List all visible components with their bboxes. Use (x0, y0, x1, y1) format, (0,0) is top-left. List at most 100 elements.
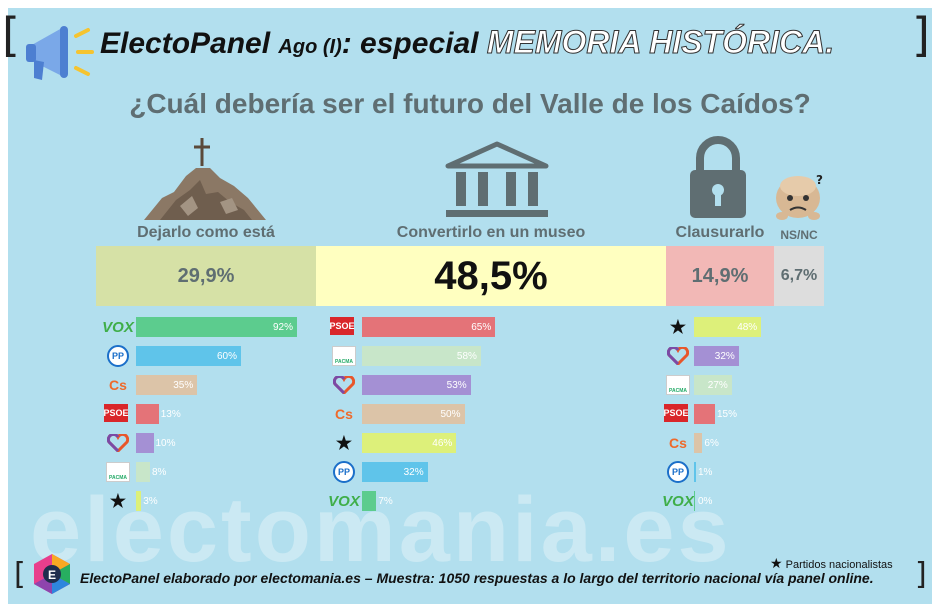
page-title: ElectoPanel Ago (I): especial MEMORIA HI… (100, 24, 920, 61)
answer-value-nsnc: 6,7% (774, 246, 824, 306)
answer-value-dejarlo: 29,9% (96, 246, 316, 306)
pp-logo-mark: PP (107, 345, 129, 367)
pacma-logo-mark: PACMA (332, 346, 356, 366)
party-logo-cs: Cs (335, 406, 353, 422)
bar-0-psoe (136, 404, 159, 424)
survey-question: ¿Cuál debería ser el futuro del Valle de… (129, 88, 811, 119)
bar-0-pacma (136, 462, 150, 482)
party-logo-psoe: PSOE (330, 317, 355, 335)
bar-0-vox (136, 317, 297, 337)
bar-2-nacionalistas (694, 317, 762, 337)
party-logo-psoe: PSOE (104, 404, 129, 422)
answer-label-nsnc: NS/NC (780, 228, 818, 242)
bar-2-vox (694, 491, 695, 511)
party-logo-pacma: PACMA (664, 375, 692, 395)
right-bracket: ] (912, 8, 930, 62)
bar-label-1-podemos: 53% (446, 380, 467, 391)
title-edition: Ago (I) (278, 36, 342, 58)
party-logo-nacionalistas: ★ (109, 490, 127, 511)
pacma-logo-text: PACMA (669, 388, 687, 394)
bar-1-nacionalistas (362, 433, 457, 453)
party-logo-pacma: PACMA (330, 346, 358, 366)
bar-label-1-pacma: 58% (456, 351, 477, 362)
bar-label-0-psoe: 13% (160, 409, 181, 420)
bar-label-2-pacma: 27% (707, 380, 728, 391)
footer-left-bracket: [ (14, 557, 26, 592)
bar-label-2-pp: 1% (698, 467, 713, 478)
bar-2-pp (694, 462, 696, 482)
party-logo-vox: VOX (328, 492, 360, 510)
answer-label-museo: Convertirlo en un museo (396, 224, 586, 241)
party-logo-nacionalistas: ★ (335, 432, 353, 453)
bar-2-psoe (694, 404, 715, 424)
bar-1-pacma (362, 346, 481, 366)
bar-2-podemos (694, 346, 739, 366)
bar-label-1-psoe: 65% (471, 322, 492, 333)
pacma-logo-mark: PACMA (106, 462, 130, 482)
title-connector: : especial (341, 27, 479, 60)
pacma-logo-text: PACMA (335, 359, 353, 365)
pacma-logo-mark: PACMA (666, 375, 690, 395)
party-logo-nacionalistas: ★ (669, 316, 687, 337)
title-brand: ElectoPanel (100, 27, 271, 60)
answer-label-dejarlo: Dejarlo como está (137, 224, 275, 241)
answer-label-clausurarlo: Clausurarlo (675, 224, 765, 241)
bar-label-0-cs: 35% (173, 380, 194, 391)
svg-text:?: ? (816, 173, 823, 187)
bar-0-podemos (136, 433, 154, 453)
confused-face-icon: ? (776, 173, 823, 220)
star-icon: ★ (770, 555, 783, 571)
party-logo-cs: Cs (109, 377, 127, 393)
bar-1-podemos (362, 375, 471, 395)
bar-label-2-vox: 0% (698, 496, 713, 507)
watermark: electomania.es (30, 479, 732, 581)
bar-label-0-nacionalistas: 3% (143, 496, 158, 507)
pp-logo-mark: PP (667, 461, 689, 483)
bar-2-cs (694, 433, 703, 453)
svg-text:E: E (48, 568, 56, 582)
footer-note: ElectoPanel elaborado por electomania.es… (80, 570, 874, 586)
bar-2-pacma (694, 375, 732, 395)
bar-label-1-pp: 32% (403, 467, 424, 478)
legend-note-text: Partidos nacionalistas (785, 559, 893, 571)
answer-value-museo: 48,5% (316, 246, 666, 306)
bar-0-pp (136, 346, 241, 366)
bar-label-1-cs: 50% (440, 409, 461, 420)
party-logo-podemos (664, 346, 692, 366)
bar-label-0-pacma: 8% (152, 467, 167, 478)
pp-logo-mark: PP (333, 461, 355, 483)
party-logo-psoe: PSOE (664, 404, 689, 422)
bar-label-0-vox: 92% (273, 322, 294, 333)
bar-label-0-podemos: 10% (155, 438, 176, 449)
megaphone-icon (26, 26, 94, 80)
party-logo-vox: VOX (102, 318, 134, 336)
bar-label-0-pp: 60% (217, 351, 238, 362)
bar-label-1-vox: 7% (378, 496, 393, 507)
mountain-cross-icon (144, 138, 266, 220)
party-logo-pacma: PACMA (104, 462, 132, 482)
bar-label-1-nacionalistas: 46% (432, 438, 453, 449)
footer-right-bracket: ] (915, 557, 927, 592)
bar-1-psoe (362, 317, 496, 337)
party-logo-cs: Cs (669, 435, 687, 451)
party-logo-pp: PP (104, 345, 132, 367)
party-logo-podemos (104, 433, 132, 453)
bar-1-cs (362, 404, 465, 424)
nationalist-legend: ★ Partidos nacionalistas (770, 555, 893, 572)
bar-label-2-cs: 6% (704, 438, 719, 449)
padlock-icon (690, 136, 746, 218)
title-topic: MEMORIA HISTÓRICA. (486, 24, 835, 61)
bar-label-2-podemos: 32% (714, 351, 735, 362)
pacma-logo-text: PACMA (109, 475, 127, 481)
museum-icon (445, 141, 549, 217)
party-logo-pp: PP (330, 461, 358, 483)
bar-1-pp (362, 462, 428, 482)
bar-label-2-nacionalistas: 48% (737, 322, 758, 333)
podemos-heart-icon (333, 376, 355, 394)
bar-1-vox (362, 491, 377, 511)
infographic-panel (8, 8, 932, 604)
podemos-heart-icon (107, 434, 129, 452)
bar-0-nacionalistas (136, 491, 142, 511)
bar-label-2-psoe: 15% (717, 409, 738, 420)
answer-value-clausurarlo: 14,9% (666, 246, 774, 306)
